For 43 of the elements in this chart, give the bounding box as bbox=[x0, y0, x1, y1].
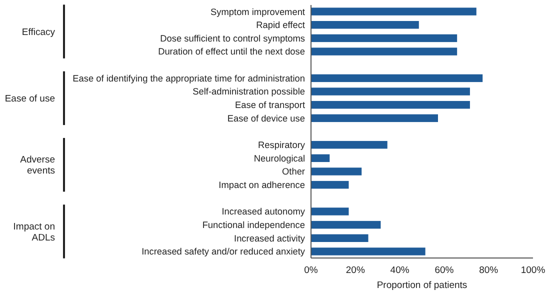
y-tick-label: Neurological bbox=[254, 153, 305, 164]
bar bbox=[311, 8, 476, 16]
y-tick-label: Impact on adherence bbox=[218, 180, 305, 190]
y-tick-label: Duration of effect until the next dose bbox=[158, 46, 305, 57]
x-tick-label: 80% bbox=[479, 265, 499, 276]
y-tick-label: Increased safety and/or reduced anxiety bbox=[142, 246, 306, 257]
x-tick-label: 100% bbox=[520, 265, 546, 276]
bar bbox=[311, 220, 381, 229]
y-tick-label: Functional independence bbox=[202, 220, 305, 230]
y-tick-label: Increased activity bbox=[234, 233, 306, 244]
bar bbox=[311, 48, 458, 56]
bar bbox=[311, 168, 362, 176]
y-tick-label: Other bbox=[282, 166, 305, 177]
bar bbox=[311, 88, 470, 96]
y-tick-label: Ease of device use bbox=[227, 113, 305, 124]
bar bbox=[311, 180, 349, 189]
bar bbox=[311, 114, 438, 122]
x-tick-label: 60% bbox=[434, 265, 454, 276]
bar bbox=[311, 74, 483, 82]
x-tick-label: 20% bbox=[346, 265, 366, 276]
text: Ease of use bbox=[4, 94, 55, 104]
bar bbox=[311, 154, 330, 162]
bar bbox=[311, 34, 458, 42]
bar bbox=[311, 100, 470, 109]
bar bbox=[311, 234, 368, 242]
x-tick-label: 40% bbox=[390, 265, 410, 276]
y-tick-label: Rapid effect bbox=[256, 20, 306, 30]
bar bbox=[311, 208, 349, 216]
y-tick-label: Respiratory bbox=[258, 140, 306, 150]
y-tick-label: Dose sufficient to control symptoms bbox=[160, 33, 306, 44]
text: Impact on ADLs bbox=[13, 221, 56, 244]
y-tick-label: Symptom improvement bbox=[210, 6, 306, 17]
x-tick-label: 0% bbox=[304, 265, 318, 276]
bar bbox=[311, 20, 419, 29]
bar bbox=[311, 140, 388, 149]
text: Efficacy bbox=[22, 26, 56, 38]
y-tick-label: Ease of identifying the appropriate time for administration bbox=[72, 73, 305, 84]
text: Adverse events bbox=[20, 154, 56, 177]
y-tick-label: Self-administration possible bbox=[192, 86, 305, 97]
y-tick-label: Increased autonomy bbox=[222, 206, 306, 217]
x-axis-title: Proportion of patients bbox=[376, 280, 468, 291]
bar bbox=[311, 248, 426, 256]
y-tick-label: Ease of transport bbox=[235, 100, 306, 110]
